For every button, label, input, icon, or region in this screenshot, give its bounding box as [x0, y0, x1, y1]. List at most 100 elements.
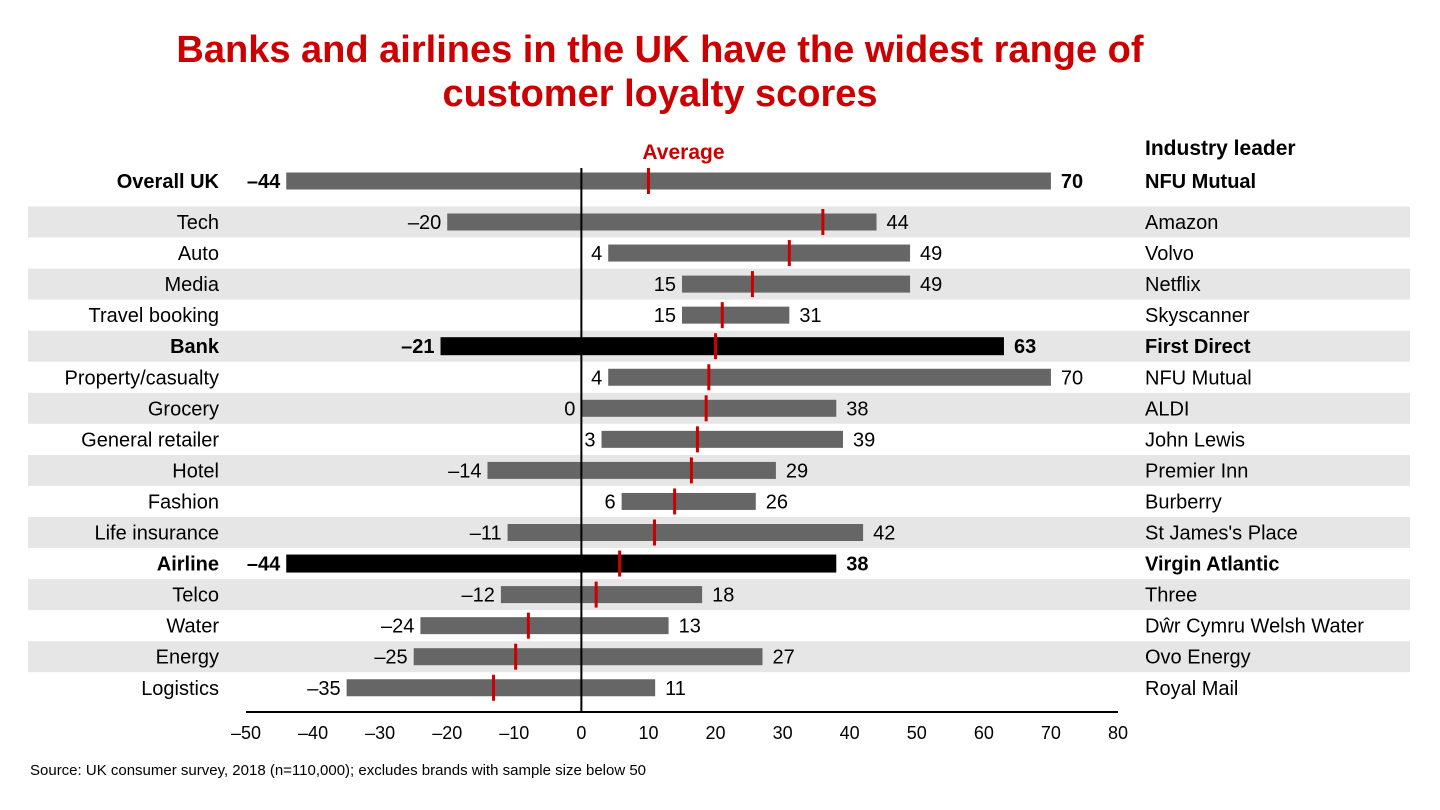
x-tick-label: –50: [231, 723, 261, 743]
chart-title-line-1: Banks and airlines in the UK have the wi…: [176, 29, 1144, 71]
industry-leader-label: Virgin Atlantic: [1145, 554, 1279, 576]
x-tick-label: 30: [773, 723, 793, 743]
range-bar-tech: [447, 213, 877, 231]
range-bar-grocery: [581, 399, 837, 417]
industry-leader-label: Dŵr Cymru Welsh Water: [1145, 616, 1364, 638]
industry-leader-label: ALDI: [1145, 398, 1189, 420]
min-value-label: 15: [654, 305, 676, 327]
x-tick-label: 70: [1041, 723, 1061, 743]
category-label: Fashion: [148, 491, 219, 513]
x-tick-label: 80: [1108, 723, 1128, 743]
min-value-label: 15: [654, 274, 676, 296]
category-label: Water: [166, 616, 219, 638]
range-bar-general-retailer: [601, 430, 843, 448]
max-value-label: 13: [679, 616, 701, 638]
min-value-label: –44: [247, 554, 281, 576]
industry-leader-label: Netflix: [1145, 274, 1201, 296]
min-value-label: –14: [448, 460, 481, 482]
industry-leader-label: St James's Place: [1145, 523, 1298, 545]
x-axis: –50 –40 –30 –20 –10 0 10 20 30 40 50 60 70 80: [231, 711, 1128, 743]
industry-leader-label: Amazon: [1145, 212, 1218, 234]
min-value-label: –12: [462, 585, 495, 607]
min-value-label: –35: [307, 678, 340, 700]
category-label: Media: [165, 274, 220, 296]
max-value-label: 38: [846, 398, 868, 420]
max-value-label: 49: [920, 274, 942, 296]
industry-leader-label: John Lewis: [1145, 429, 1245, 451]
category-label: Bank: [170, 336, 220, 358]
range-bar-overall-uk: [286, 172, 1051, 190]
range-bar-travel-booking: [682, 306, 790, 324]
max-value-label: 49: [920, 243, 942, 265]
x-tick-label: 20: [706, 723, 726, 743]
average-markers: [492, 168, 825, 701]
category-label: Travel booking: [89, 305, 219, 327]
category-label: Life insurance: [94, 523, 219, 545]
category-label: Tech: [177, 212, 219, 234]
min-value-label: –25: [374, 647, 407, 669]
range-bar-fashion: [621, 492, 756, 510]
industry-leader-label: Royal Mail: [1145, 678, 1238, 700]
source-note: Source: UK consumer survey, 2018 (n=110,…: [30, 762, 647, 779]
chart-title: Banks and airlines in the UK have the wi…: [0, 28, 1320, 116]
x-tick-label: 40: [840, 723, 860, 743]
max-value-label: 31: [799, 305, 821, 327]
industry-leader-label: Burberry: [1145, 491, 1222, 513]
min-value-label: 6: [605, 491, 616, 513]
range-bar-telco: [500, 586, 703, 604]
range-bar-airline: [286, 554, 837, 573]
range-bar-auto: [608, 244, 911, 262]
industry-leader-label: First Direct: [1145, 336, 1251, 358]
category-label: Telco: [172, 585, 219, 607]
min-value-label: 4: [591, 367, 602, 389]
range-bar-property-casualty: [608, 368, 1051, 386]
max-value-label: 70: [1061, 171, 1083, 193]
range-bar-logistics: [346, 679, 656, 697]
industry-leader-label: NFU Mutual: [1145, 367, 1252, 389]
max-value-label: 29: [786, 460, 808, 482]
category-label: Hotel: [172, 460, 219, 482]
range-bar-energy: [413, 648, 763, 666]
min-value-label: –24: [381, 616, 414, 638]
min-value-label: 0: [564, 398, 575, 420]
industry-leader-label: Ovo Energy: [1145, 647, 1251, 669]
max-value-label: 11: [665, 678, 686, 700]
range-bar-life-insurance: [507, 524, 864, 541]
x-tick-label: 60: [974, 723, 994, 743]
max-value-label: 42: [873, 523, 895, 545]
min-value-label: –11: [470, 523, 502, 545]
min-value-label: 3: [584, 429, 595, 451]
category-label: Logistics: [141, 678, 219, 700]
industry-leader-label: Volvo: [1145, 243, 1194, 265]
max-value-label: 26: [766, 491, 788, 513]
category-label: Auto: [178, 243, 219, 265]
max-value-label: 38: [846, 554, 868, 576]
average-label: Average: [642, 141, 724, 164]
min-value-label: –44: [247, 171, 281, 193]
range-bar-hotel: [487, 461, 776, 479]
category-label: Airline: [157, 554, 219, 576]
range-bar-water: [420, 617, 669, 635]
x-tick-label: –10: [499, 723, 529, 743]
x-tick-label: –40: [298, 723, 328, 743]
industry-leader-label: Premier Inn: [1145, 460, 1248, 482]
max-value-label: 63: [1014, 336, 1036, 358]
range-bar-bank: [440, 337, 1004, 356]
category-label: Grocery: [148, 398, 219, 420]
industry-leader-header: Industry leader: [1145, 137, 1296, 160]
max-value-label: 39: [853, 429, 875, 451]
range-bar-media: [682, 275, 911, 293]
min-value-label: 4: [591, 243, 602, 265]
x-tick-label: –30: [365, 723, 395, 743]
x-tick-label: 0: [576, 723, 586, 743]
category-label: General retailer: [81, 429, 219, 451]
x-tick-label: 50: [907, 723, 927, 743]
max-value-label: 44: [887, 212, 909, 234]
chart-title-line-2: customer loyalty scores: [442, 73, 878, 115]
min-value-label: –20: [408, 212, 441, 234]
max-value-label: 18: [712, 585, 734, 607]
row-band: [28, 579, 1410, 611]
industry-leader-label: Three: [1145, 585, 1197, 607]
